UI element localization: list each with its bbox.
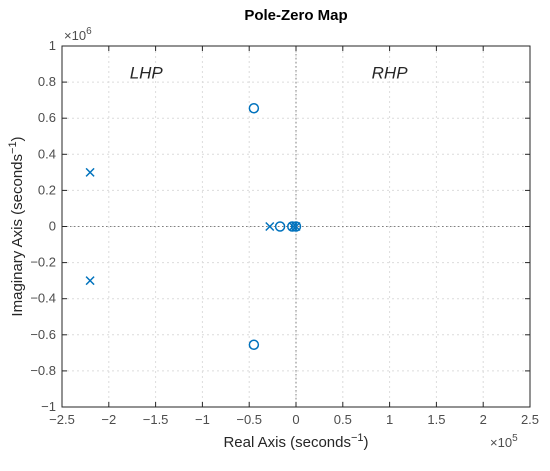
x-tick-label: −1.5 xyxy=(143,412,169,427)
y-tick-label: −0.2 xyxy=(30,255,56,270)
zero-marker xyxy=(248,103,260,114)
x-tick-label: 2 xyxy=(480,412,487,427)
x-tick-label: −1 xyxy=(195,412,210,427)
zero-marker xyxy=(248,339,260,350)
chart-title: Pole-Zero Map xyxy=(244,7,347,24)
y-tick-label: 0.2 xyxy=(38,182,56,197)
pole-marker xyxy=(85,167,95,177)
y-multiplier-base: ×10 xyxy=(64,28,86,43)
y-tick-label: 0.8 xyxy=(38,74,56,89)
y-tick-label: −0.4 xyxy=(30,291,56,306)
x-tick-label: 1.5 xyxy=(427,412,445,427)
y-tick-label: 1 xyxy=(49,38,56,53)
y-tick-label: −1 xyxy=(41,399,56,414)
rhp-label: RHP xyxy=(372,63,409,82)
lhp-label: LHP xyxy=(130,63,164,82)
y-multiplier-exponent: 6 xyxy=(86,26,92,37)
x-tick-label: −2 xyxy=(101,412,116,427)
x-multiplier-exponent: 5 xyxy=(512,433,518,444)
x-axis-label-exponent: −1 xyxy=(351,432,364,444)
y-axis-label-text: Imaginary Axis (seconds xyxy=(9,154,26,317)
y-axis-label: Imaginary Axis (seconds−1) xyxy=(7,136,26,316)
x-tick-label: −2.5 xyxy=(49,412,75,427)
x-tick-label: 2.5 xyxy=(521,412,539,427)
pole-marker xyxy=(265,221,275,232)
x-axis-label-text: Real Axis (seconds xyxy=(223,434,351,451)
y-tick-label: −0.8 xyxy=(30,363,56,378)
pole-marker xyxy=(85,276,95,286)
x-tick-label: 1 xyxy=(386,412,393,427)
x-multiplier-base: ×10 xyxy=(490,435,512,450)
zero-marker xyxy=(290,221,302,232)
x-axis-multiplier: ×105 xyxy=(490,433,518,450)
zero-marker xyxy=(287,221,298,232)
x-tick-label: 0 xyxy=(292,412,299,427)
zero-marker xyxy=(274,221,286,232)
y-tick-label: 0 xyxy=(49,219,56,234)
y-tick-label: 0.4 xyxy=(38,146,56,161)
pole-marker xyxy=(291,221,301,232)
y-tick-label: −0.6 xyxy=(30,327,56,342)
y-axis-multiplier: ×106 xyxy=(64,26,92,43)
x-tick-label: 0.5 xyxy=(334,412,352,427)
x-tick-label: −0.5 xyxy=(236,412,262,427)
y-tick-label: 0.6 xyxy=(38,110,56,125)
y-axis-label-exponent: −1 xyxy=(7,141,19,154)
x-axis-label: Real Axis (seconds−1) xyxy=(223,432,368,451)
